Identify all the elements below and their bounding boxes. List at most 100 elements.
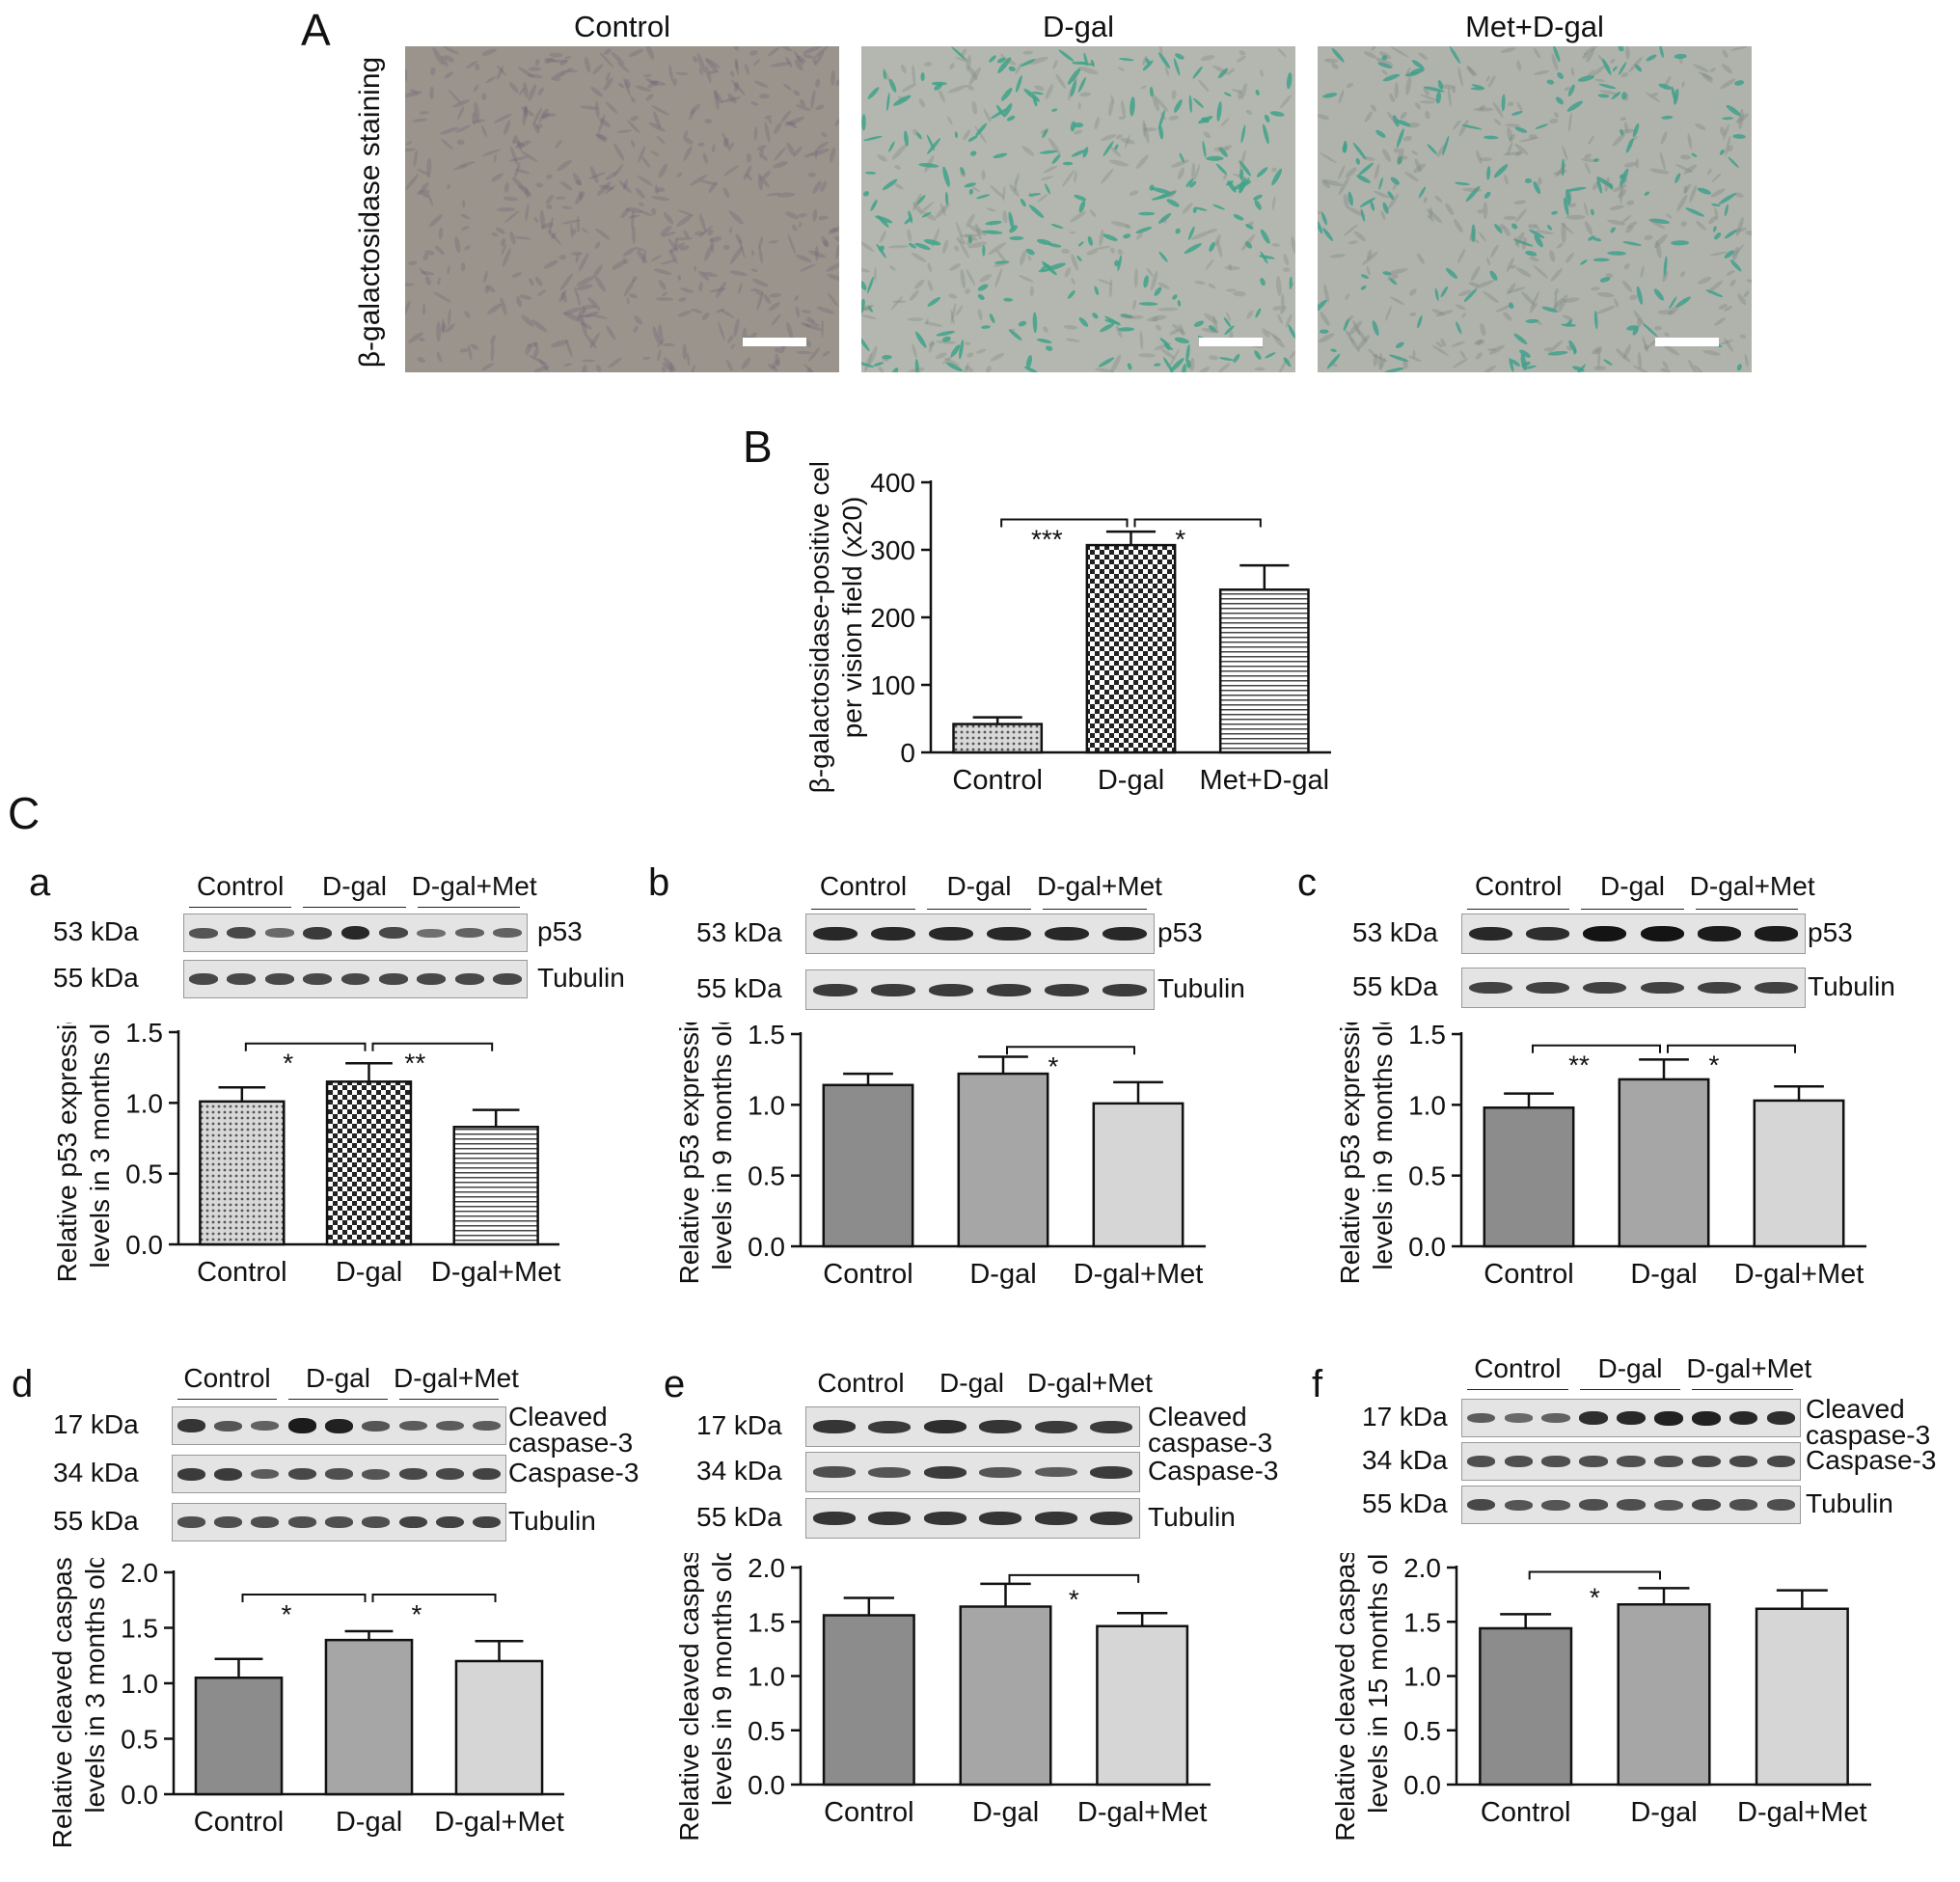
micrograph-image	[405, 46, 839, 372]
micrograph-title-met-dgal: Met+D-gal	[1465, 10, 1604, 43]
blot-band	[1469, 981, 1513, 995]
blot-band	[868, 1466, 912, 1478]
y-tick-label: 0	[900, 738, 915, 768]
y-tick-label: 100	[870, 670, 915, 700]
bar	[1096, 1624, 1189, 1787]
blot-lane-line	[1692, 1389, 1793, 1390]
y-tick-label: 1.5	[748, 1607, 785, 1637]
bar	[1218, 588, 1310, 754]
y-tick-label: 1.5	[121, 1614, 158, 1644]
y-tick-label: 0.5	[1403, 1716, 1441, 1746]
blot-lane-line	[1579, 1389, 1681, 1390]
blot-lane-label: Control	[819, 871, 908, 901]
blot-band	[1045, 926, 1089, 941]
blot-strip	[1461, 1442, 1801, 1481]
blot-band	[1766, 1411, 1796, 1425]
blot-strip	[805, 1452, 1140, 1492]
blot-lane-line	[288, 1399, 388, 1400]
bar	[194, 1677, 284, 1796]
y-tick-label: 400	[870, 468, 915, 498]
significance-label: *	[1709, 1050, 1720, 1080]
x-tick-label: Control	[823, 1259, 913, 1290]
blot-band	[251, 1421, 280, 1431]
blot-strip	[805, 969, 1155, 1010]
y-tick-label: 1.0	[125, 1088, 163, 1118]
bar	[1085, 543, 1177, 754]
x-tick-label: Control	[194, 1807, 285, 1838]
blot-band	[929, 983, 973, 996]
y-axis-label-line: levels in 9 months old	[707, 1023, 737, 1270]
blot-band	[871, 983, 915, 996]
significance-bracket	[1532, 1044, 1661, 1053]
y-tick-label: 1.0	[748, 1662, 785, 1692]
blot-lane-label: D-gal	[1600, 871, 1665, 901]
panel-label-a: a	[29, 861, 51, 904]
staining-row-label: β-galactosidase staining	[353, 56, 386, 368]
blot-band	[398, 1468, 427, 1480]
blot-band	[251, 1468, 280, 1480]
blot-band	[1692, 1456, 1721, 1467]
chart-svg: 0.0 0.5 1.0 1.5 2.0 Control D-gal D-gal+Met * Rel…	[1330, 1511, 1871, 1841]
blot-band	[435, 1515, 465, 1529]
significance-label: *	[412, 1599, 422, 1629]
blot-band	[979, 1466, 1022, 1478]
blot-band	[1466, 1499, 1496, 1511]
y-axis-label-line: levels in 9 months old	[1368, 1023, 1398, 1270]
bar	[1479, 1626, 1573, 1787]
bar	[324, 1638, 414, 1796]
blot-strip	[1461, 1486, 1801, 1524]
blot-lane-line	[1043, 909, 1147, 910]
blot-kda-label: 53 kDa	[696, 917, 782, 947]
y-axis-label-line: Relative cleaved caspase-3	[1330, 1553, 1360, 1841]
panel-label-e: e	[664, 1363, 686, 1405]
blot-band	[1729, 1410, 1758, 1426]
y-tick-label: 0.5	[748, 1716, 785, 1746]
blot-protein-label: Tubulin	[1806, 1488, 1893, 1518]
y-tick-label: 0.0	[125, 1230, 163, 1260]
blot-strip	[172, 1503, 506, 1541]
blot-band	[1102, 926, 1147, 941]
blot-band	[1504, 1499, 1534, 1511]
blot-band	[213, 1467, 243, 1481]
bar	[822, 1614, 915, 1787]
blot-band	[378, 973, 408, 985]
blot-protein-label: Tubulin	[1808, 971, 1895, 1001]
panel-label-f: f	[1312, 1363, 1323, 1405]
y-axis-label-line: per vision field (x20)	[837, 497, 867, 739]
micrograph-dgal	[861, 46, 1295, 372]
blot-band	[227, 973, 257, 985]
blot-strip	[1461, 1399, 1801, 1437]
blot-band	[264, 928, 294, 938]
significance-bracket	[241, 1594, 367, 1602]
y-axis-label-line: Relative cleaved caspase-3	[674, 1553, 704, 1841]
blot-strip	[1461, 968, 1806, 1008]
y-tick-label: 2.0	[748, 1553, 785, 1583]
y-tick-label: 0.0	[1408, 1232, 1446, 1262]
significance-bracket	[1008, 1573, 1140, 1583]
blot-band	[227, 927, 257, 939]
y-axis-label: Relative cleaved caspase-3 levels in 3 mo…	[47, 1518, 110, 1848]
y-axis-label: Relative p53 expression levels in 3 month…	[52, 995, 115, 1283]
bar	[1483, 1106, 1575, 1248]
blot-lane-label: D-gal+Met	[1037, 871, 1162, 901]
y-axis-label-line: Relative p53 expression	[1335, 1023, 1365, 1284]
bar	[199, 1100, 286, 1246]
blot-kda-label: 55 kDa	[1352, 971, 1438, 1001]
chart-e: 0.0 0.5 1.0 1.5 2.0 Control D-gal D-gal+Met * Rel…	[656, 1511, 1254, 1871]
micrograph-control	[405, 46, 839, 372]
y-tick-label: 300	[870, 535, 915, 565]
bar	[957, 1072, 1049, 1248]
blot-protein-label: Cleaved caspase-3	[508, 1402, 634, 1458]
blot-band	[1526, 927, 1570, 941]
blot-band	[1583, 981, 1627, 995]
blot-protein-label: p53	[537, 916, 583, 946]
x-tick-label: D-gal+Met	[434, 1807, 564, 1838]
y-axis-label-line: β-galactosidase-positive cells	[804, 463, 834, 793]
y-tick-label: 1.5	[1403, 1607, 1441, 1637]
panel-label-b: b	[648, 861, 670, 904]
blot-band	[417, 973, 447, 985]
blot-band	[929, 926, 973, 941]
blot-band	[923, 1512, 966, 1525]
blot-lane-line	[1467, 1389, 1568, 1390]
y-tick-label: 1.0	[1408, 1090, 1446, 1120]
